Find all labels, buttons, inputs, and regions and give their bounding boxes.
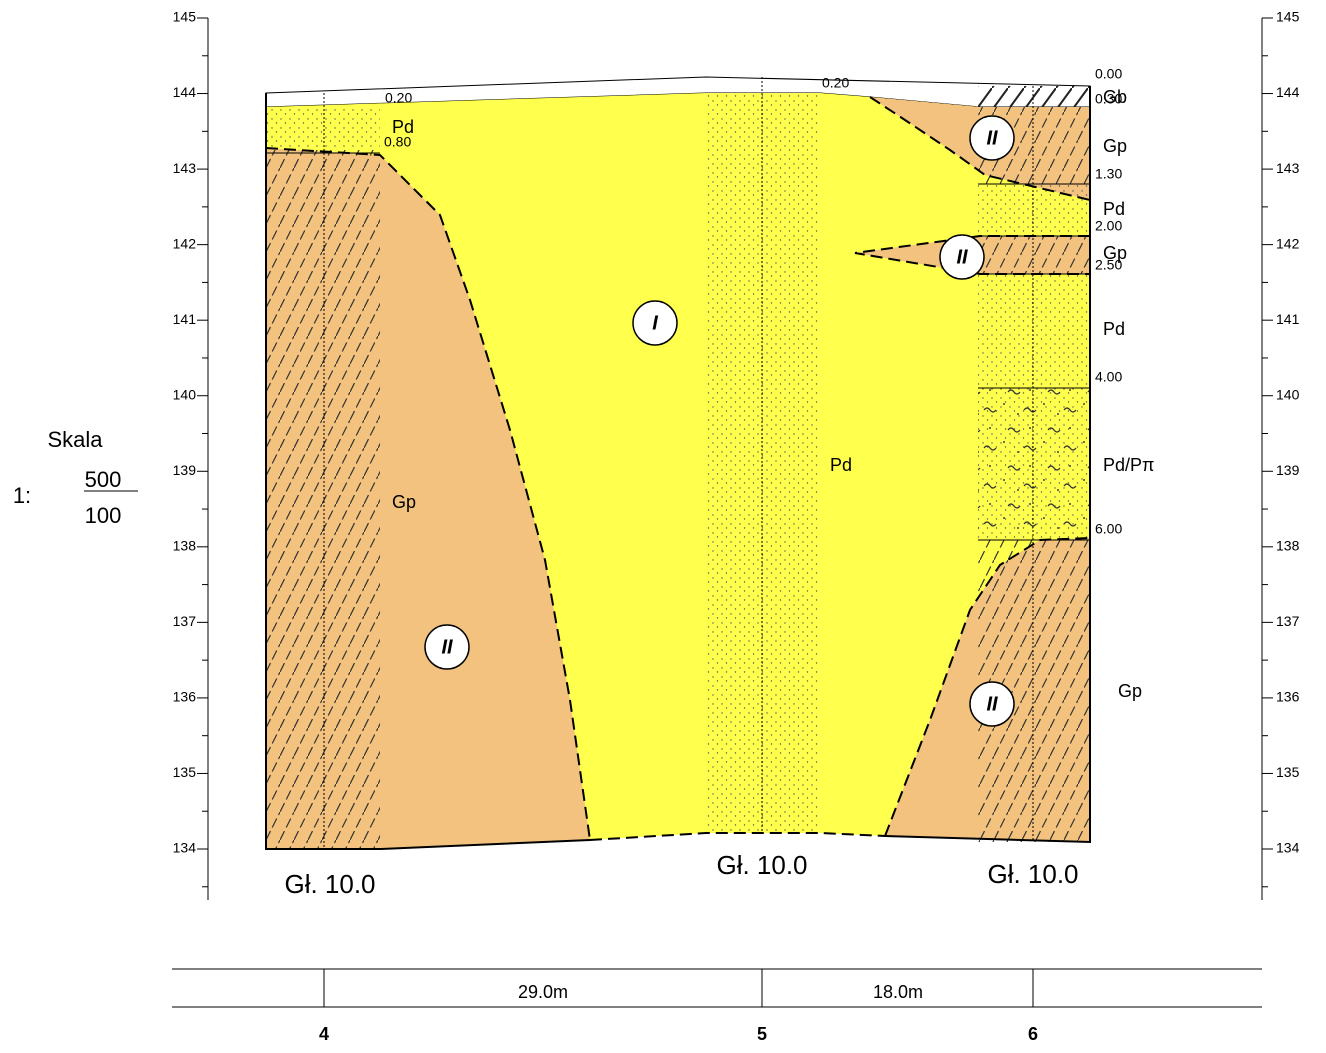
soil-label: Pd (1103, 199, 1125, 219)
tick-label: 135 (173, 764, 197, 780)
zone-label: II (441, 636, 453, 658)
depth-mark: 0.20 (822, 75, 849, 91)
borehole-depth: Gł. 10.0 (987, 859, 1078, 889)
zone-marker: II (940, 235, 984, 279)
depth-mark: 0.20 (385, 90, 412, 106)
zone-marker: I (633, 301, 677, 345)
tick-label: 145 (1276, 9, 1300, 25)
distance: 18.0m (873, 982, 923, 1002)
depth-mark: 0.00 (1095, 66, 1122, 82)
zone-label: II (986, 693, 998, 715)
depth-mark: 1.30 (1095, 166, 1122, 182)
depth-mark: 6.00 (1095, 521, 1122, 537)
soil-label: Gp (1118, 681, 1142, 701)
soil-label: Gp (1103, 136, 1127, 156)
zone-label: I (652, 312, 658, 334)
zone-marker: II (425, 625, 469, 669)
tick-label: 140 (173, 386, 197, 402)
tick-label: 135 (1276, 764, 1300, 780)
tick-label: 139 (173, 462, 197, 478)
tick-label: 144 (173, 84, 197, 100)
soil-label: Pd/Pπ (1103, 455, 1154, 475)
soil-label: Gp (1103, 243, 1127, 263)
scale-vertical: 100 (85, 503, 122, 528)
tick-label: 143 (173, 160, 197, 176)
borehole-id: 5 (757, 1024, 767, 1044)
zone-marker: II (970, 682, 1014, 726)
borehole-id: 4 (319, 1024, 329, 1044)
tick-label: 140 (1276, 386, 1300, 402)
tick-label: 134 (173, 840, 197, 856)
scale-label: Skala (47, 427, 103, 452)
borehole-id: 6 (1028, 1024, 1038, 1044)
zone-label: II (956, 246, 968, 268)
zone-marker: II (970, 116, 1014, 160)
depth-mark: 4.00 (1095, 369, 1122, 385)
tick-label: 136 (1276, 689, 1300, 705)
cross-section: 0.20 0.80 0.20 0.00 0.30 1.30 2.00 2.50 … (0, 0, 1326, 1048)
soil-label: Gb (1103, 87, 1127, 107)
section-fills (266, 77, 1090, 849)
tick-label: 144 (1276, 84, 1300, 100)
tick-label: 139 (1276, 462, 1300, 478)
tick-label: 138 (1276, 538, 1300, 554)
tick-label: 136 (173, 689, 197, 705)
tick-label: 141 (173, 311, 197, 327)
tick-label: 137 (1276, 613, 1300, 629)
soil-label: Pd (830, 455, 852, 475)
soil-label: Pd (1103, 319, 1125, 339)
tick-label: 142 (1276, 235, 1300, 251)
tick-label: 137 (173, 613, 197, 629)
scale-horizontal: 500 (85, 467, 122, 492)
tick-label: 143 (1276, 160, 1300, 176)
zone-label: II (986, 127, 998, 149)
tick-label: 134 (1276, 840, 1300, 856)
tick-label: 142 (173, 235, 197, 251)
borehole-depth: Gł. 10.0 (284, 869, 375, 899)
soil-label: Gp (392, 492, 416, 512)
distance: 29.0m (518, 982, 568, 1002)
borehole-depth: Gł. 10.0 (716, 850, 807, 880)
tick-label: 141 (1276, 311, 1300, 327)
scale-prefix: 1: (13, 483, 31, 508)
tick-label: 138 (173, 538, 197, 554)
tick-label: 145 (173, 9, 197, 25)
depth-mark: 2.00 (1095, 218, 1122, 234)
soil-label: Pd (392, 117, 414, 137)
